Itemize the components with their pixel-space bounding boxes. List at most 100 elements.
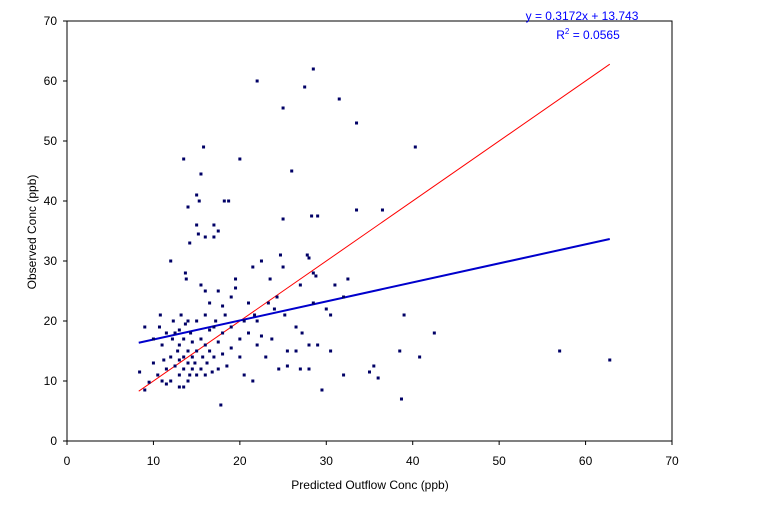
data-point [432, 331, 436, 335]
data-point [169, 355, 173, 359]
data-point [210, 370, 214, 374]
data-point [272, 307, 276, 311]
data-point [183, 322, 187, 326]
data-point [329, 313, 333, 317]
data-point [608, 358, 612, 362]
data-point [173, 331, 177, 335]
data-point [227, 199, 231, 203]
data-point [143, 388, 147, 392]
data-point [182, 385, 186, 389]
y-axis-title: Observed Conc (ppb) [25, 175, 39, 290]
y-tick-label: 30 [44, 254, 58, 268]
data-point [221, 352, 225, 356]
data-point [251, 265, 255, 269]
data-point [255, 319, 259, 323]
data-point [158, 313, 162, 317]
data-point [151, 361, 155, 365]
data-point [305, 253, 309, 257]
data-point [311, 67, 315, 71]
data-point [216, 367, 220, 371]
data-point [201, 355, 205, 359]
data-point [208, 349, 212, 353]
data-point [190, 355, 194, 359]
data-point [372, 364, 376, 368]
data-point [298, 367, 302, 371]
data-point [247, 331, 250, 335]
data-point [281, 265, 285, 269]
data-point [212, 223, 216, 227]
data-point [264, 355, 268, 359]
data-point [188, 241, 192, 245]
data-point [324, 307, 328, 311]
data-point [307, 256, 311, 260]
data-point [255, 343, 259, 347]
data-point [186, 205, 190, 209]
x-tick-label: 20 [233, 454, 247, 468]
data-point [316, 343, 320, 347]
data-point [255, 79, 259, 83]
x-tick-label: 10 [147, 454, 161, 468]
data-point [285, 349, 289, 353]
data-point [266, 301, 270, 305]
data-point [197, 199, 201, 203]
data-point [333, 283, 337, 287]
data-point [380, 208, 384, 212]
x-tick-label: 60 [579, 454, 593, 468]
data-point [195, 223, 199, 227]
data-point [558, 349, 562, 353]
y-tick-label: 20 [44, 314, 58, 328]
trendline-equation: y = 0.3172x + 13.743 [526, 9, 639, 23]
data-point [177, 373, 181, 377]
data-point [307, 367, 311, 371]
data-point [196, 232, 200, 236]
x-tick-label: 40 [406, 454, 420, 468]
data-point [151, 337, 155, 341]
data-point [285, 364, 289, 368]
data-point [182, 337, 186, 341]
data-point [147, 380, 151, 384]
data-point [355, 121, 359, 125]
data-point [212, 325, 216, 329]
data-point [234, 277, 238, 281]
data-point [208, 301, 212, 305]
data-point [205, 361, 209, 365]
data-point [143, 325, 147, 329]
data-point [184, 277, 188, 281]
data-point [186, 319, 190, 323]
y-tick-label: 40 [44, 194, 58, 208]
data-point [225, 364, 229, 368]
data-point [179, 313, 183, 317]
data-point [268, 277, 272, 281]
data-point [190, 367, 194, 371]
data-point [316, 214, 320, 218]
data-point [311, 301, 315, 305]
data-points [138, 67, 612, 407]
data-point [173, 364, 177, 368]
data-point [314, 274, 318, 278]
data-point [283, 313, 287, 317]
data-point [376, 376, 380, 380]
data-point [186, 361, 190, 365]
data-point [182, 367, 186, 371]
r-squared-superscript: 2 [565, 27, 570, 36]
data-point [275, 295, 279, 299]
y-tick-label: 0 [50, 434, 57, 448]
data-point [222, 199, 226, 203]
one-to-one-line [138, 63, 611, 392]
data-point [203, 343, 207, 347]
data-point [298, 283, 302, 287]
data-point [294, 325, 298, 329]
data-point [189, 331, 193, 335]
data-point [290, 169, 294, 173]
data-point [203, 289, 207, 293]
data-point [219, 403, 223, 407]
x-tick-label: 0 [64, 454, 71, 468]
data-point [183, 271, 187, 275]
data-point [337, 97, 341, 101]
data-point [259, 334, 263, 338]
data-point [278, 253, 282, 257]
data-point [277, 367, 281, 371]
data-point [247, 301, 250, 305]
data-point [399, 397, 403, 401]
data-point [177, 385, 181, 389]
